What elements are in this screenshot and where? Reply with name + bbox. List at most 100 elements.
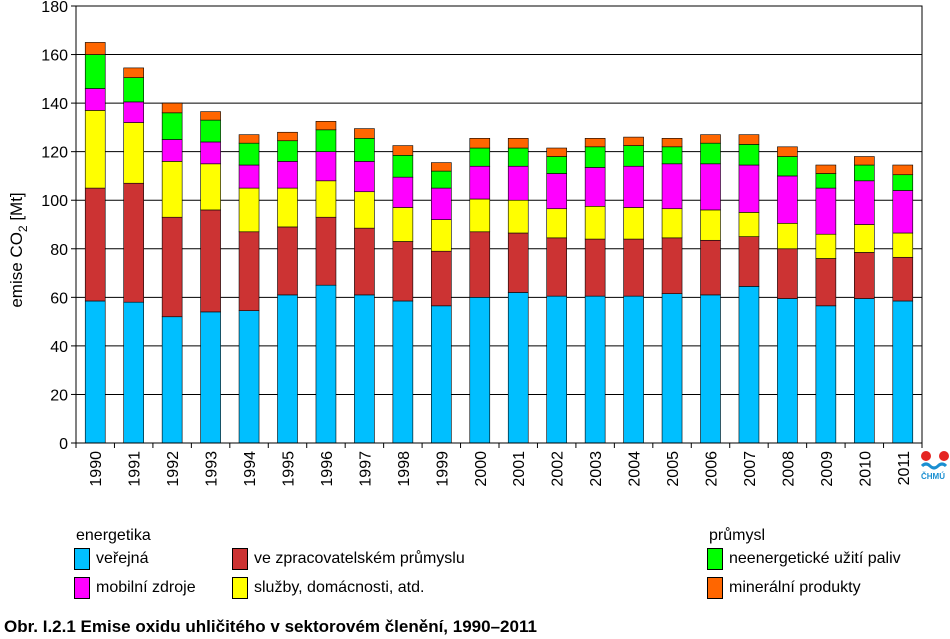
bar-segment [84, 54, 106, 89]
legend-label: neenergetické užití paliv [729, 550, 901, 567]
bar-segment [854, 224, 875, 253]
bar-segment [277, 294, 298, 444]
x-tick-label: 2004 [627, 451, 644, 487]
bar-segment [431, 170, 452, 189]
x-tick-label: 1998 [396, 451, 413, 487]
bar-segment [277, 187, 298, 228]
bar-segment [623, 165, 644, 208]
bar-segment [584, 205, 606, 240]
bar-segment [123, 67, 144, 78]
bar-segment [854, 180, 875, 225]
bar-segment [469, 165, 491, 200]
x-tick-label: 2003 [588, 451, 605, 487]
bar-segment [392, 155, 414, 178]
bar-segment [200, 163, 221, 211]
y-axis-label: emise CO2 [Mt] [7, 192, 30, 307]
bar-segment [623, 145, 644, 167]
bar-segment [431, 305, 452, 444]
bar-segment [315, 216, 337, 286]
x-tick-label: 1995 [281, 451, 298, 487]
bar-segment [238, 164, 260, 189]
y-tick-label: 120 [41, 145, 68, 162]
x-tick-label: 1997 [357, 451, 374, 487]
bar-segment [277, 131, 298, 142]
bar-segment [700, 134, 721, 144]
y-tick-label: 140 [41, 96, 68, 113]
bar-segment [738, 164, 760, 213]
bar-segment [777, 156, 798, 177]
legend-group-prumysl: průmysl [709, 527, 766, 544]
x-tick-label: 2005 [665, 451, 682, 487]
bar-segment [238, 134, 260, 144]
bar-segment [315, 151, 337, 182]
legend-swatch-mobilni [74, 577, 90, 599]
bar-segment [161, 139, 183, 162]
x-ticks: 1990 1991 1992 1993 1994 1995 1996 1997 1998 1999… [75, 443, 923, 487]
bar-segment [546, 173, 567, 210]
bar-segment [700, 163, 721, 211]
bar-segment [700, 209, 721, 241]
bar-segment [84, 42, 106, 55]
x-tick-label: 1999 [434, 451, 451, 487]
bar-segment [584, 146, 606, 168]
bar-segment [815, 164, 837, 174]
x-tick-label: 2001 [511, 451, 528, 487]
bar-segment [777, 298, 798, 444]
chmu-logo [920, 451, 949, 470]
bar-segment [277, 161, 298, 189]
bar-segment [700, 294, 721, 444]
bar-segment [815, 258, 837, 307]
bar-segment [892, 256, 914, 302]
x-tick-label: 1990 [88, 451, 105, 487]
y-tick-label: 60 [50, 290, 68, 307]
bar-segment [623, 136, 644, 146]
legend-swatch-verejna [74, 548, 90, 570]
bar-segment [700, 239, 721, 296]
bar-segment [892, 174, 914, 191]
bar-segment [738, 236, 760, 287]
bar-segment [123, 101, 144, 123]
bar-segment [123, 77, 144, 103]
legend-item-mineralni: minerální produkty [707, 577, 861, 599]
bar-segment [392, 176, 414, 208]
legend-swatch-zpracovatelsky [232, 548, 248, 570]
x-tick-label: 1991 [127, 451, 144, 487]
bar-segment [238, 142, 260, 166]
bar-segment [661, 293, 683, 444]
bar-segment [777, 175, 798, 224]
bar-segment [469, 138, 491, 149]
bar-segment [854, 252, 875, 299]
legend-label: veřejná [96, 550, 149, 567]
bar-segment [584, 295, 606, 444]
bar-segment [546, 208, 567, 239]
bar-segment [431, 162, 452, 172]
bar-segment [392, 241, 414, 302]
figure-caption: Obr. I.2.1 Emise oxidu uhličitého v sekt… [4, 617, 537, 636]
bar-segment [738, 144, 760, 166]
bar-segment [200, 111, 221, 121]
bar-segment [546, 156, 567, 174]
x-tick-label: 2010 [857, 451, 874, 487]
bar-segment [507, 147, 529, 167]
bar-segment [354, 138, 375, 162]
x-tick-label: 2008 [780, 451, 797, 487]
logo-text: ČHMÚ [921, 472, 945, 481]
x-tick-label: 2009 [819, 451, 836, 487]
legend-item-verejna: veřejná [74, 548, 148, 570]
bar-segment [892, 190, 914, 234]
bar-segment [392, 300, 414, 444]
bar-segment [584, 167, 606, 207]
bar-segment [123, 301, 144, 444]
bar-segment [623, 238, 644, 297]
y-tick-label: 40 [50, 339, 68, 356]
bar-segment [277, 226, 298, 296]
bar-segment [277, 140, 298, 162]
bar-segment [738, 134, 760, 145]
x-tick-label: 1996 [319, 451, 336, 487]
y-tick-label: 100 [41, 193, 68, 210]
bar-segment [123, 182, 144, 303]
bar-segment [200, 209, 221, 313]
x-tick-label: 1994 [242, 451, 259, 487]
x-tick-label: 2006 [704, 451, 721, 487]
bars [84, 42, 914, 444]
